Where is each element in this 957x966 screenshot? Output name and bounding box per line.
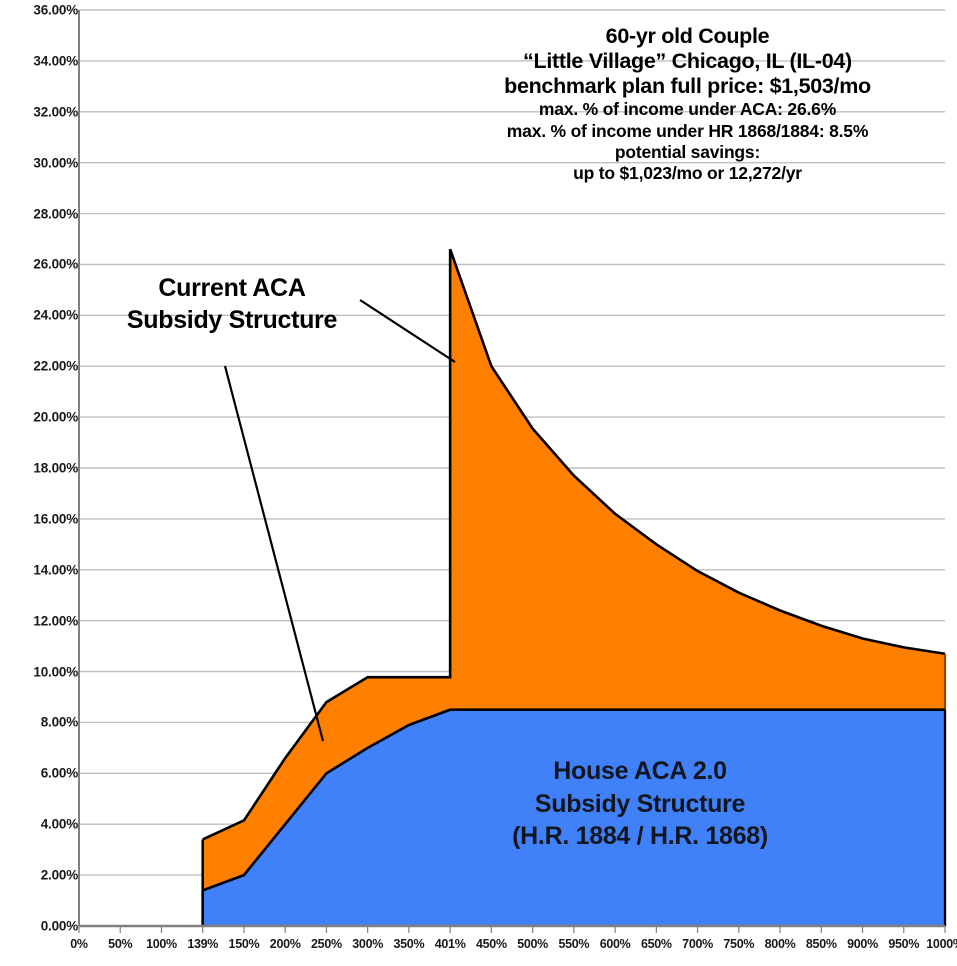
title-line-6-savings-label: potential savings:: [614, 142, 761, 163]
series-outline-aca: [202, 248, 946, 841]
annotation-house-aca-2: House ACA 2.0 Subsidy Structure (H.R. 18…: [440, 755, 840, 853]
annotation-current-aca: Current ACA Subsidy Structure: [96, 272, 368, 336]
y-axis-tick-label: 16.00%: [33, 511, 78, 527]
x-axis-tick-label: 850%: [805, 937, 837, 951]
series-layer: [201, 248, 947, 926]
x-axis-tick-label: 950%: [888, 937, 920, 951]
y-axis-tick-label: 12.00%: [33, 612, 78, 628]
title-line-7-savings-value: up to $1,023/mo or 12,272/yr: [573, 163, 802, 184]
title-line-2: “Little Village” Chicago, IL (IL-04): [523, 49, 852, 74]
annotation-house-line-1: House ACA 2.0: [553, 757, 727, 785]
x-axis-tick-label: 900%: [847, 937, 878, 951]
x-axis-tick-label: 200%: [269, 937, 301, 951]
y-axis-tick-label: 36.00%: [33, 2, 78, 18]
x-axis: 0% 50% 100% 139% 150% 200% 250% 300% 350% 401% 450…: [0, 937, 957, 966]
series-area-house: [202, 709, 945, 926]
title-line-3: benchmark plan full price: $1,503/mo: [504, 74, 871, 99]
annotation-current-aca-line-1: Current ACA: [158, 274, 306, 302]
title-line-1: 60-yr old Couple: [605, 24, 770, 48]
x-axis-tick-label: 50%: [108, 937, 133, 951]
annotation-house-line-3: (H.R. 1884 / H.R. 1868): [512, 822, 768, 850]
title-line-5-hr-max: max. % of income under HR 1868/1884: 8.5…: [506, 120, 869, 141]
y-axis-tick-label: 24.00%: [33, 307, 78, 323]
y-axis-tick-label: 20.00%: [33, 409, 78, 425]
y-axis-tick-label: 28.00%: [33, 205, 78, 221]
x-axis-tick-label: 500%: [517, 937, 548, 951]
x-axis-tick-label: 401%: [434, 937, 466, 951]
y-axis-tick-label: 34.00%: [33, 53, 78, 69]
chart-title-block: 60-yr old Couple “Little Village” Chicag…: [455, 24, 920, 184]
x-axis-tick-label: 550%: [558, 937, 590, 951]
x-axis-tick-label: 700%: [682, 937, 713, 951]
x-axis-tick-label: 0%: [70, 937, 88, 951]
y-axis-tick-label: 0.00%: [40, 918, 78, 934]
callout-leader-line: [223, 365, 325, 742]
x-axis-tick-label: 800%: [764, 937, 796, 951]
y-axis: 0.00% 2.00% 4.00% 6.00% 8.00% 10.00% 12.00% 14.…: [0, 0, 78, 966]
x-axis-tick-label: 250%: [311, 937, 342, 951]
annotation-current-aca-line-2: Subsidy Structure: [126, 306, 338, 334]
x-axis-tick-label: 750%: [723, 937, 755, 951]
callout-leader-lines: [223, 299, 456, 742]
y-axis-tick-label: 32.00%: [33, 104, 78, 120]
y-axis-tick-label: 4.00%: [40, 816, 78, 832]
x-axis-tick-label: 300%: [352, 937, 384, 951]
series-outline-house: [202, 708, 945, 892]
x-axis-tick-label: 650%: [640, 937, 672, 951]
x-axis-tick-label: 139%: [187, 937, 219, 951]
x-axis-tick-label: 100%: [146, 937, 177, 951]
annotation-house-line-2: Subsidy Structure: [534, 789, 746, 818]
y-axis-tick-label: 14.00%: [33, 562, 78, 578]
axis-lines: [78, 10, 945, 928]
gridlines: [79, 9, 945, 876]
y-axis-tick-label: 8.00%: [40, 714, 78, 730]
y-axis-tick-label: 6.00%: [40, 765, 78, 781]
x-axis-tick-label: 150%: [228, 937, 260, 951]
callout-leader-line: [359, 299, 456, 363]
x-axis-tick-label: 1000%: [926, 937, 957, 951]
y-axis-tick-label: 30.00%: [33, 154, 78, 170]
y-axis-tick-label: 18.00%: [33, 460, 78, 476]
y-axis-tick-label: 22.00%: [33, 358, 78, 374]
title-line-4-aca-max: max. % of income under ACA: 26.6%: [538, 99, 837, 120]
x-axis-tick-label: 450%: [475, 937, 507, 951]
y-axis-tick-label: 2.00%: [40, 867, 78, 883]
y-axis-tick-label: 26.00%: [33, 256, 78, 272]
x-axis-tick-label: 350%: [393, 937, 425, 951]
y-axis-tick-label: 10.00%: [33, 663, 78, 679]
x-axis-tick-label: 600%: [599, 937, 631, 951]
